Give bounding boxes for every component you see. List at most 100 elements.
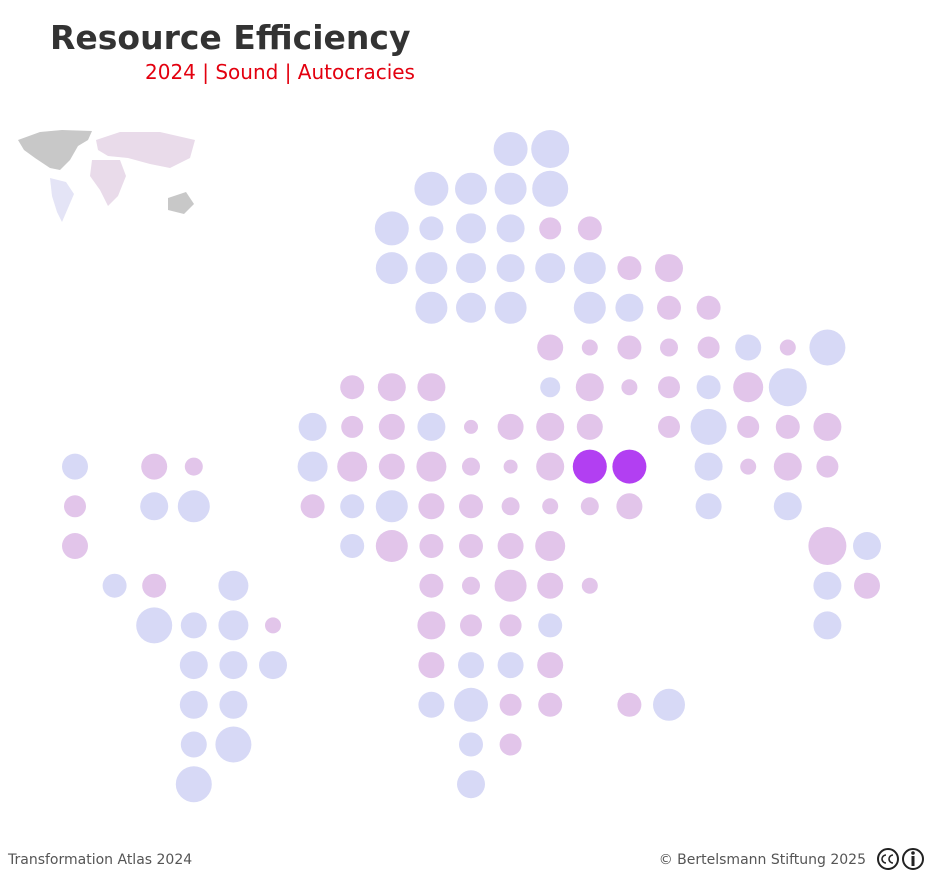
country-dot[interactable] — [218, 610, 249, 641]
country-dot[interactable] — [496, 254, 525, 283]
country-dot[interactable] — [540, 377, 561, 398]
country-dot[interactable] — [298, 412, 327, 441]
country-dot[interactable] — [813, 412, 842, 441]
country-dot[interactable] — [581, 577, 598, 594]
country-dot[interactable] — [337, 451, 368, 482]
country-dot[interactable] — [740, 458, 757, 475]
country-dot[interactable] — [494, 569, 527, 602]
country-dot[interactable] — [175, 766, 212, 803]
country-dot[interactable] — [374, 211, 409, 246]
country-dot[interactable] — [497, 533, 524, 559]
country-dot[interactable] — [617, 256, 642, 281]
country-dot[interactable] — [418, 691, 445, 718]
country-dot[interactable] — [537, 572, 564, 599]
country-dot[interactable] — [737, 415, 760, 438]
country-dot[interactable] — [458, 652, 484, 679]
country-dot[interactable] — [499, 733, 522, 756]
country-dot[interactable] — [259, 651, 287, 680]
country-dot[interactable] — [503, 459, 518, 474]
country-dot[interactable] — [215, 726, 252, 763]
country-dot[interactable] — [415, 291, 448, 324]
country-dot[interactable] — [538, 692, 563, 717]
country-dot[interactable] — [697, 336, 720, 359]
country-dot[interactable] — [816, 455, 839, 478]
country-dot[interactable] — [735, 334, 762, 361]
country-dot[interactable] — [657, 295, 681, 320]
country-dot[interactable] — [658, 415, 680, 438]
country-dot[interactable] — [414, 171, 449, 206]
country-dot[interactable] — [733, 372, 764, 403]
country-dot[interactable] — [538, 613, 563, 638]
country-dot[interactable] — [696, 295, 721, 320]
country-dot[interactable] — [179, 651, 208, 680]
country-dot[interactable] — [779, 339, 796, 356]
country-dot[interactable] — [417, 412, 446, 441]
country-dot[interactable] — [419, 573, 444, 598]
country-dot[interactable] — [218, 570, 249, 601]
country-dot[interactable] — [140, 492, 169, 521]
country-dot[interactable] — [460, 614, 482, 637]
country-dot[interactable] — [454, 687, 488, 722]
country-dot[interactable] — [573, 291, 606, 324]
country-dot[interactable] — [537, 334, 564, 361]
country-dot[interactable] — [340, 375, 365, 400]
country-dot[interactable] — [418, 493, 445, 520]
country-dot[interactable] — [418, 652, 445, 679]
country-dot[interactable] — [660, 338, 678, 357]
country-dot[interactable] — [142, 573, 167, 598]
country-dot[interactable] — [375, 490, 408, 523]
country-dot[interactable] — [265, 617, 281, 634]
country-dot[interactable] — [456, 213, 486, 244]
country-dot[interactable] — [419, 534, 444, 558]
country-dot[interactable] — [494, 291, 527, 324]
country-dot[interactable] — [773, 452, 802, 481]
country-dot[interactable] — [297, 451, 328, 482]
country-dot[interactable] — [340, 494, 365, 519]
country-dot[interactable] — [415, 252, 448, 285]
country-dot[interactable] — [219, 651, 248, 680]
country-dot[interactable] — [616, 493, 643, 520]
country-dot[interactable] — [617, 335, 642, 360]
country-dot[interactable] — [808, 527, 847, 565]
country-dot[interactable] — [462, 576, 480, 595]
country-dot[interactable] — [300, 494, 325, 519]
country-dot[interactable] — [416, 451, 447, 482]
country-dot[interactable] — [177, 490, 210, 523]
country-dot[interactable] — [455, 172, 487, 205]
country-dot[interactable] — [219, 690, 248, 719]
country-dot[interactable] — [535, 253, 566, 284]
country-dot[interactable] — [378, 413, 405, 440]
country-dot[interactable] — [456, 253, 486, 284]
country-dot[interactable] — [532, 170, 569, 207]
country-dot[interactable] — [576, 413, 603, 440]
country-dot[interactable] — [377, 373, 406, 402]
country-dot[interactable] — [773, 492, 802, 521]
country-dot[interactable] — [612, 449, 647, 484]
country-dot[interactable] — [813, 611, 842, 640]
country-dot[interactable] — [575, 373, 604, 402]
country-dot[interactable] — [499, 614, 522, 637]
country-dot[interactable] — [456, 292, 486, 323]
country-dot[interactable] — [375, 530, 408, 562]
country-dot[interactable] — [542, 498, 559, 515]
country-dot[interactable] — [809, 329, 846, 366]
country-dot[interactable] — [573, 252, 606, 285]
country-dot[interactable] — [499, 693, 522, 716]
country-dot[interactable] — [813, 571, 842, 600]
country-dot[interactable] — [496, 214, 525, 243]
country-dot[interactable] — [417, 373, 446, 402]
country-dot[interactable] — [536, 412, 565, 441]
country-dot[interactable] — [536, 452, 565, 481]
country-dot[interactable] — [775, 414, 800, 439]
country-dot[interactable] — [457, 770, 485, 799]
country-dot[interactable] — [621, 379, 638, 396]
country-dot[interactable] — [64, 495, 86, 518]
country-dot[interactable] — [653, 688, 685, 721]
country-dot[interactable] — [537, 652, 564, 679]
country-dot[interactable] — [615, 293, 644, 322]
country-dot[interactable] — [462, 457, 480, 476]
country-dot[interactable] — [417, 611, 446, 640]
country-dot[interactable] — [539, 217, 562, 240]
country-dot[interactable] — [141, 453, 168, 480]
country-dot[interactable] — [341, 415, 364, 438]
